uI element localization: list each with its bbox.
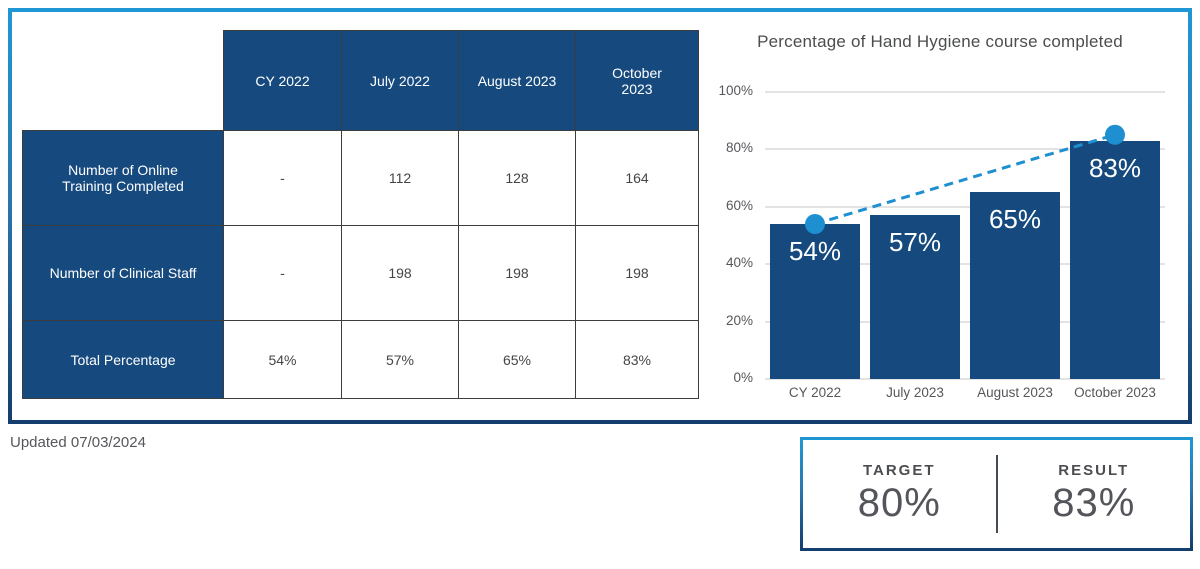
table-row: Number of Online Training Completed - 11… [22, 130, 699, 226]
x-tick-label: October 2023 [1074, 385, 1156, 400]
table-cell: 54% [223, 320, 342, 399]
y-tick-label: 20% [725, 312, 753, 328]
table-header-row: CY 2022 July 2022 August 2023 October 20… [22, 30, 699, 131]
table-cell: 198 [458, 225, 576, 321]
chart-title: Percentage of Hand Hygiene course comple… [757, 32, 1123, 51]
gridline [765, 263, 1165, 266]
bar-october-2023: 83% [1070, 140, 1160, 379]
table-cell: 198 [575, 225, 699, 321]
gridline [765, 205, 1165, 208]
x-tick-label: July 2023 [886, 385, 944, 400]
y-tick-label: 0% [733, 370, 753, 385]
trend-line [814, 133, 1116, 226]
bar-value-label: 57% [888, 227, 942, 258]
kpi-divider [995, 455, 998, 533]
row-label-total-percentage: Total Percentage [22, 320, 224, 399]
plot-area: 54% 57% 65% 83% [765, 91, 1165, 380]
x-tick-label: CY 2022 [788, 385, 842, 400]
table-cell: 128 [458, 130, 576, 226]
result-label: RESULT [1058, 462, 1130, 479]
column-header-july-2022: July 2022 [341, 30, 459, 131]
bar-value-label: 83% [1088, 152, 1142, 183]
bar-value-label: 54% [788, 236, 842, 267]
gridline [765, 91, 1165, 93]
x-tick-label: August 2023 [977, 385, 1053, 400]
table-cell: - [223, 130, 342, 226]
target-label: TARGET [862, 462, 936, 479]
column-header-august-2023: August 2023 [458, 30, 576, 131]
table-cell: 57% [341, 320, 459, 399]
bar-cy-2022: 54% [770, 224, 860, 379]
table-row: Number of Clinical Staff - 198 198 198 [22, 225, 699, 321]
bar-value-label: 65% [988, 204, 1042, 235]
table-cell: - [223, 225, 342, 321]
column-header-cy-2022: CY 2022 [223, 30, 342, 131]
table-cell: 164 [575, 130, 699, 226]
table-corner-cell [22, 30, 224, 131]
y-tick-label: 60% [725, 197, 753, 213]
training-summary-table: CY 2022 July 2022 August 2023 October 20… [22, 30, 699, 399]
trend-line-svg [805, 124, 1125, 235]
kpi-result-section: RESULT 83% [998, 462, 1191, 526]
kpi-target-section: TARGET 80% [803, 462, 996, 526]
trend-dot-start [805, 214, 825, 235]
table-cell: 112 [341, 130, 459, 226]
y-tick-label: 100% [718, 83, 753, 98]
row-label-online-training: Number of Online Training Completed [22, 130, 224, 226]
updated-date-label: Updated 07/03/2024 [10, 434, 146, 451]
table-cell: 83% [575, 320, 699, 399]
target-value: 80% [857, 481, 941, 525]
table-row: Total Percentage 54% 57% 65% 83% [22, 320, 699, 399]
trend-dot-end [1105, 124, 1125, 145]
y-tick-label: 40% [725, 255, 753, 271]
gridline [765, 148, 1165, 151]
target-result-box: TARGET 80% RESULT 83% [800, 437, 1193, 551]
y-tick-label: 80% [725, 140, 753, 156]
table-cell: 65% [458, 320, 576, 399]
y-axis: 100% 80% 60% 40% 20% 0% [698, 83, 753, 385]
table-cell: 198 [341, 225, 459, 321]
column-header-october-2023: October 2023 [575, 30, 699, 131]
bar-july-2023: 57% [870, 215, 960, 379]
x-axis: CY 2022 July 2023 August 2023 October 2023 [765, 385, 1165, 405]
row-label-clinical-staff: Number of Clinical Staff [22, 225, 224, 321]
gridline [765, 320, 1165, 323]
bar-august-2023: 65% [970, 192, 1060, 379]
result-value: 83% [1052, 481, 1136, 525]
gridline [765, 378, 1165, 380]
